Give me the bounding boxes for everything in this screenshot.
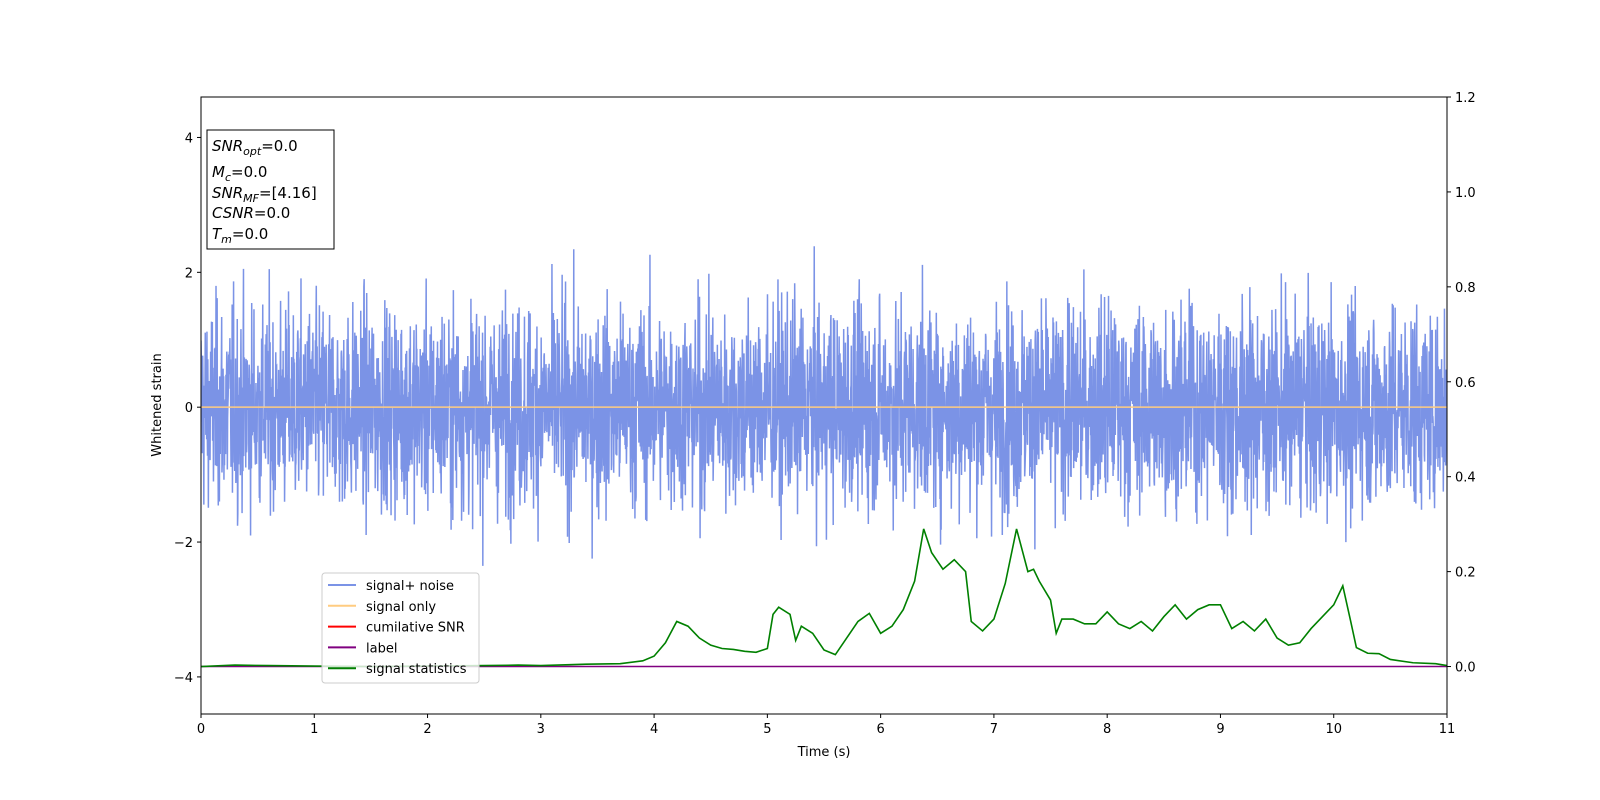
x-tick-label: 2 bbox=[423, 722, 431, 737]
x-tick-label: 11 bbox=[1439, 722, 1456, 737]
y-left-tick-label: 4 bbox=[185, 131, 193, 146]
x-tick-label: 9 bbox=[1216, 722, 1224, 737]
x-axis-label: Time (s) bbox=[797, 745, 851, 760]
info-box-line: SNRopt=0.0 bbox=[212, 137, 298, 158]
x-tick-label: 4 bbox=[650, 722, 658, 737]
x-tick-label: 5 bbox=[763, 722, 771, 737]
y-left-tick-label: 2 bbox=[185, 266, 193, 281]
series-signal-noise-line bbox=[201, 246, 1447, 566]
x-tick-label: 8 bbox=[1103, 722, 1111, 737]
y-right-tick-label: 0.4 bbox=[1455, 471, 1476, 486]
x-tick-label: 0 bbox=[197, 722, 205, 737]
legend-label: label bbox=[366, 641, 397, 656]
info-box-line: Mc=0.0 bbox=[212, 163, 267, 184]
noise-series-layer bbox=[201, 246, 1447, 566]
series-signal-statistics-line bbox=[201, 528, 1447, 668]
axes-ticks: 0 1 2 3 4 5 6 7 8 9 10 11 4 2 0 −2 −4 1.2 1.0 0.8 0.6 0.4 0.2 0… bbox=[174, 91, 1476, 737]
x-tick-label: 3 bbox=[537, 722, 545, 737]
y-left-tick-label: 0 bbox=[185, 401, 193, 416]
legend-label: cumilative SNR bbox=[366, 621, 465, 636]
x-tick-label: 6 bbox=[876, 722, 884, 737]
legend-frame bbox=[321, 572, 480, 684]
x-tick-label: 1 bbox=[310, 722, 318, 737]
info-box-line: Tm=0.0 bbox=[212, 225, 268, 246]
info-box-frame bbox=[206, 129, 335, 250]
info-box-line: CSNR=0.0 bbox=[212, 204, 290, 222]
y-right-tick-label: 0.6 bbox=[1455, 376, 1476, 391]
x-tick-label: 7 bbox=[990, 722, 998, 737]
legend-label: signal only bbox=[366, 600, 436, 615]
y-right-tick-label: 0.8 bbox=[1455, 281, 1476, 296]
y-left-tick-label: −4 bbox=[174, 671, 193, 686]
legend-label: signal statistics bbox=[366, 662, 467, 677]
info-box-line: SNRMF=[4.16] bbox=[212, 184, 317, 205]
y-left-tick-label: −2 bbox=[174, 536, 193, 551]
y-right-tick-label: 0.2 bbox=[1455, 566, 1476, 581]
legend: signal+ noise signal only cumilative SNR la… bbox=[321, 572, 480, 684]
plot-frame bbox=[200, 96, 1448, 715]
y-right-tick-label: 0.0 bbox=[1455, 661, 1476, 676]
y-right-tick-label: 1.2 bbox=[1455, 91, 1476, 106]
x-tick-label: 10 bbox=[1325, 722, 1342, 737]
y-right-tick-label: 1.0 bbox=[1455, 186, 1476, 201]
y-axis-label: Whitened strain bbox=[150, 353, 165, 456]
legend-label: signal+ noise bbox=[366, 579, 454, 594]
